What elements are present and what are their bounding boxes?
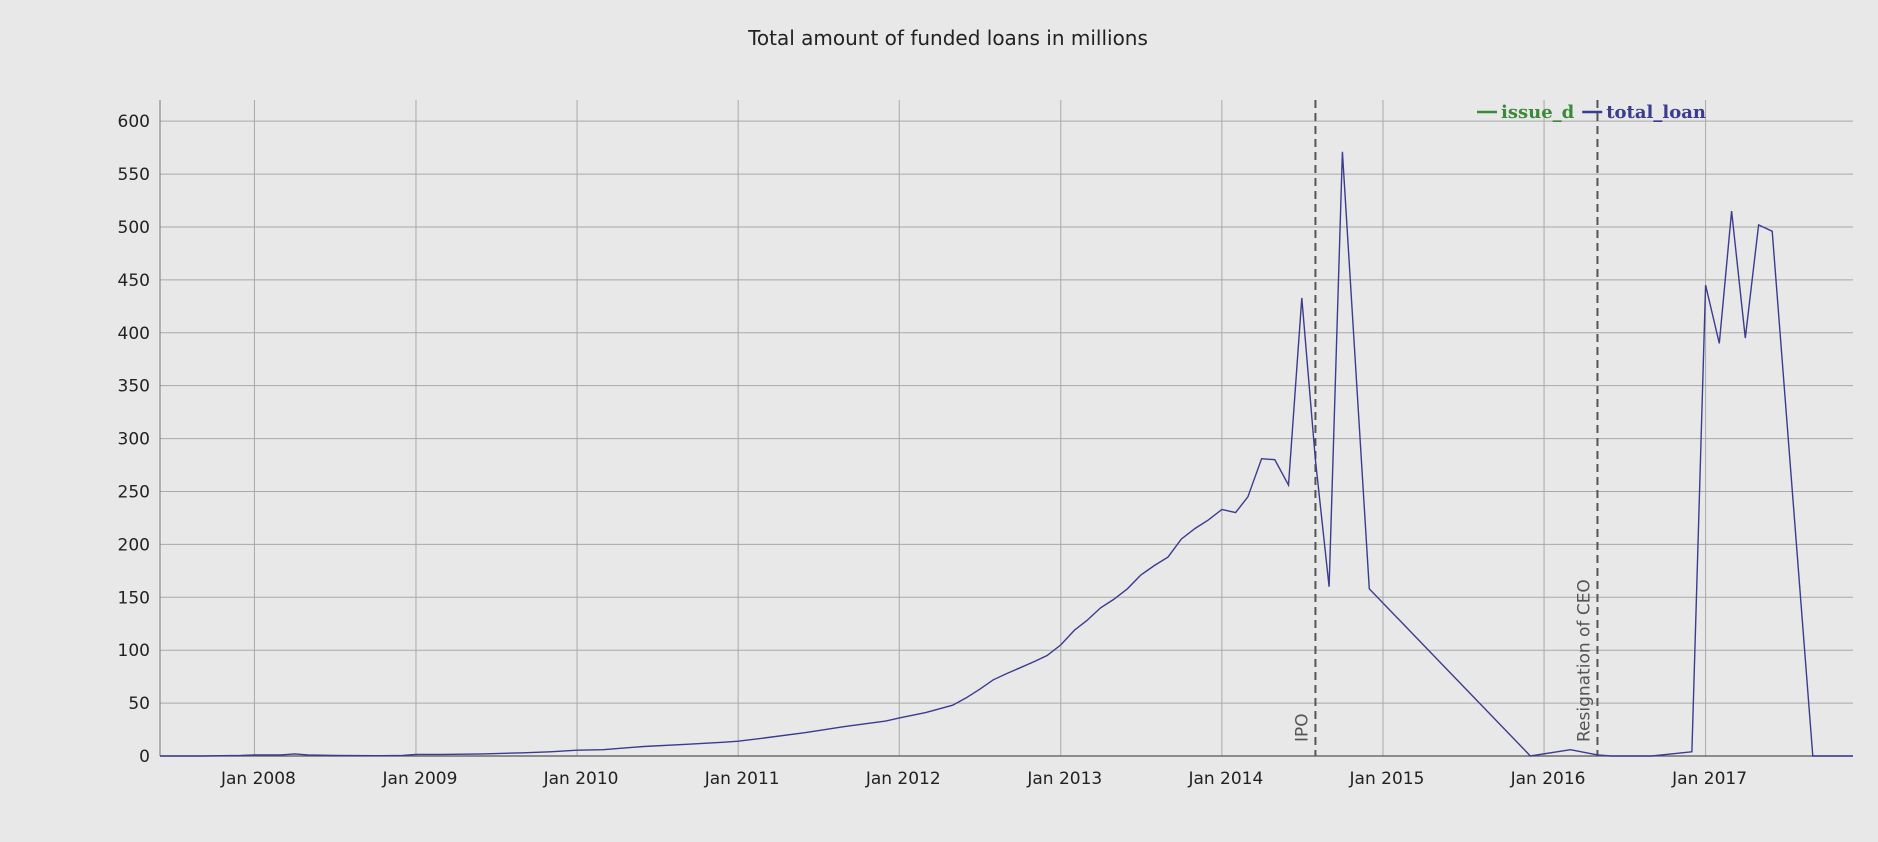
y-tick-label: 450 <box>118 271 150 291</box>
legend-label: total_loan <box>1606 102 1706 123</box>
y-tick-label: 100 <box>118 641 150 661</box>
annotation-label: Resignation of CEO <box>1574 579 1594 742</box>
legend-label: issue_d <box>1501 102 1575 123</box>
event-annotations: IPO Resignation of CEO <box>1292 100 1599 756</box>
y-tick-label: 400 <box>118 324 150 344</box>
axes <box>159 100 1853 757</box>
y-tick-label: 500 <box>118 218 150 238</box>
grid-lines <box>160 100 1853 756</box>
y-tick-label: 550 <box>118 165 150 185</box>
x-tick-label: Jan 2017 <box>1671 769 1747 789</box>
y-tick-label: 50 <box>128 694 150 714</box>
y-tick-label: 600 <box>118 112 150 132</box>
x-tick-label: Jan 2010 <box>543 769 619 789</box>
y-tick-label: 300 <box>118 430 150 450</box>
series-layer <box>160 151 1853 757</box>
y-tick-label: 200 <box>118 535 150 555</box>
x-tick-label: Jan 2013 <box>1026 769 1102 789</box>
annotation-label: IPO <box>1292 713 1312 742</box>
x-tick-label: Jan 2011 <box>704 769 780 789</box>
chart-title: Total amount of funded loans in millions <box>747 26 1148 50</box>
x-tick-label: Jan 2009 <box>382 769 458 789</box>
x-tick-label: Jan 2012 <box>865 769 941 789</box>
y-tick-label: 0 <box>139 747 150 767</box>
x-tick-label: Jan 2008 <box>220 769 296 789</box>
x-tick-label: Jan 2016 <box>1510 769 1586 789</box>
y-tick-label: 350 <box>118 377 150 397</box>
x-tick-label: Jan 2015 <box>1349 769 1425 789</box>
legend: issue_d total_loan <box>1477 102 1706 123</box>
series-line-total_loan <box>160 151 1853 757</box>
y-tick-label: 150 <box>118 588 150 608</box>
x-tick-label: Jan 2014 <box>1187 769 1263 789</box>
tick-labels: 0 50 100 150 200 250 300 350 400 450 500 550 600 Jan … <box>118 112 1747 789</box>
y-tick-label: 250 <box>118 482 150 502</box>
